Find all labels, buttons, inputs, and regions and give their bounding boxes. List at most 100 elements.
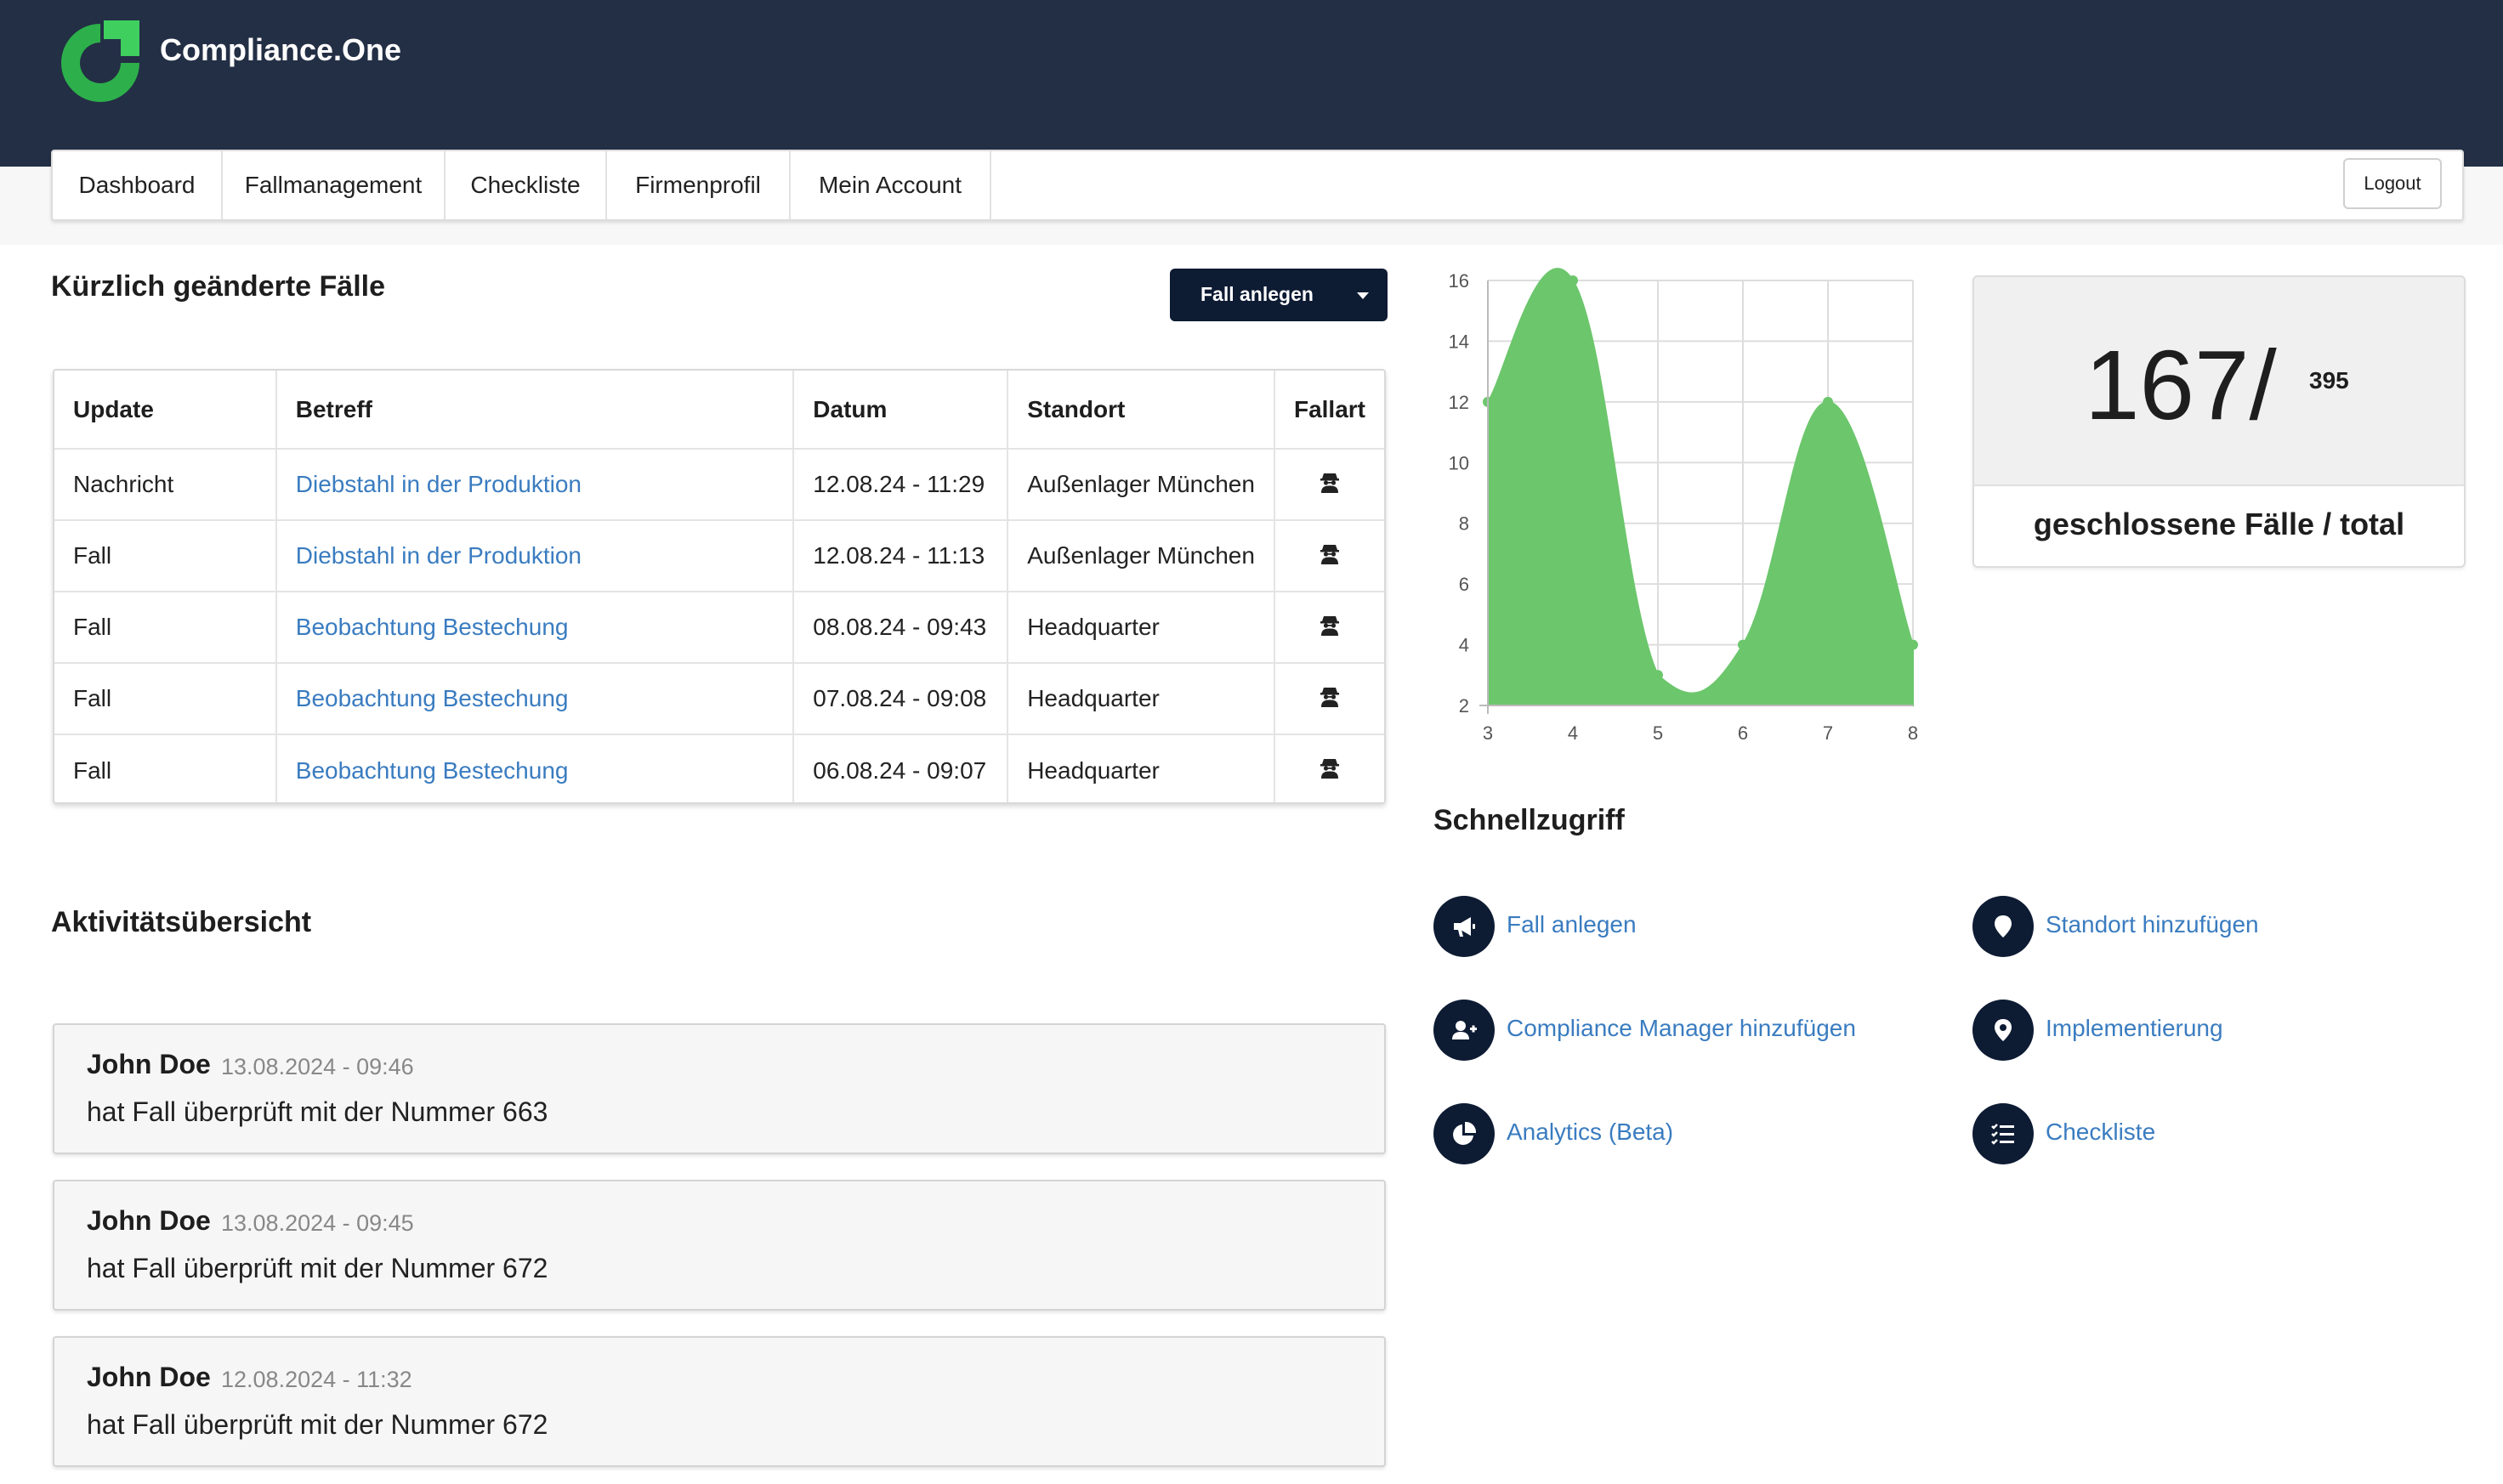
cell-update: Fall: [54, 663, 277, 735]
anonymous-person-icon: [1274, 520, 1384, 592]
cell-date: 07.08.24 - 09:08: [793, 663, 1009, 735]
activity-overview-title: Aktivitätsübersicht: [51, 906, 312, 938]
cell-date: 06.08.24 - 09:07: [793, 734, 1009, 802]
y-tick-label: 2: [1459, 695, 1469, 717]
activity-timestamp: 13.08.2024 - 09:45: [221, 1210, 414, 1236]
megaphone-icon: [1454, 917, 1475, 937]
data-point: [1823, 396, 1833, 407]
quick-add-compliance-manager[interactable]: Compliance Manager hinzufügen: [1433, 1000, 1876, 1061]
create-case-label: Fall anlegen: [1200, 283, 1314, 305]
quick-analytics-label: Analytics (Beta): [1507, 1119, 1674, 1145]
table-header-row: Update Betreff Datum Standort Fallart: [54, 371, 1384, 450]
map-marker-icon: [1995, 915, 2012, 937]
data-point: [1908, 639, 1918, 650]
quick-create-case-label: Fall anlegen: [1507, 911, 1637, 937]
nav-checkliste[interactable]: Checkliste: [446, 151, 607, 219]
case-subject-link[interactable]: Beobachtung Bestechung: [275, 663, 795, 735]
activity-user: John Doe: [87, 1205, 211, 1236]
table-row[interactable]: Fall Beobachtung Bestechung 08.08.24 - 09:…: [54, 592, 1384, 664]
activity-text: hat Fall überprüft mit der Nummer 672: [87, 1253, 548, 1283]
quick-implementation[interactable]: Implementierung: [1972, 1000, 2330, 1061]
anonymous-person-icon: [1274, 449, 1384, 521]
cell-date: 08.08.24 - 09:43: [793, 592, 1009, 664]
quick-add-manager-label: Compliance Manager hinzufügen: [1507, 1015, 1856, 1041]
quick-implementation-circle: [1972, 1000, 2034, 1061]
recent-cases-table: Update Betreff Datum Standort Fallart Na…: [53, 369, 1386, 804]
area-series: [1487, 268, 1914, 706]
column-header-betreff: Betreff: [275, 371, 795, 450]
y-tick-label: 8: [1459, 513, 1469, 535]
cell-location: Headquarter: [1007, 663, 1275, 735]
y-tick-label: 16: [1449, 270, 1469, 292]
x-tick-label: 7: [1823, 722, 1833, 744]
anonymous-person-icon: [1274, 663, 1384, 735]
quick-analytics-circle: [1433, 1103, 1495, 1164]
data-point: [1653, 670, 1663, 681]
closed-cases-caption: geschlossene Fälle / total: [2033, 507, 2405, 541]
nav-firmenprofil[interactable]: Firmenprofil: [607, 151, 791, 219]
table-row[interactable]: Fall Beobachtung Bestechung 06.08.24 - 09:…: [54, 734, 1384, 802]
cell-update: Fall: [54, 734, 277, 802]
user-plus-icon: [1452, 1021, 1477, 1039]
cell-date: 12.08.24 - 11:13: [793, 520, 1009, 592]
compliance-one-logo[interactable]: [51, 15, 146, 110]
x-tick-label: 3: [1483, 722, 1493, 744]
nav-dashboard[interactable]: Dashboard: [53, 151, 223, 219]
table-row[interactable]: Fall Beobachtung Bestechung 07.08.24 - 09:…: [54, 663, 1384, 735]
quick-create-case[interactable]: Fall anlegen: [1433, 896, 1740, 957]
anonymous-person-icon: [1274, 734, 1384, 802]
table-row[interactable]: Fall Diebstahl in der Produktion 12.08.24 …: [54, 520, 1384, 592]
activity-item: John Doe 12.08.2024 - 11:32 hat Fall übe…: [53, 1336, 1386, 1467]
anonymous-person-icon: [1274, 592, 1384, 664]
closed-cases-count: 167/: [2085, 330, 2277, 440]
closed-cases-card: 167/ 395 geschlossene Fälle / total: [1972, 275, 2466, 568]
pie-chart-icon: [1453, 1121, 1477, 1145]
x-tick-label: 5: [1653, 722, 1663, 744]
column-header-datum: Datum: [793, 371, 1009, 450]
y-tick-label: 4: [1459, 635, 1469, 656]
y-tick-label: 10: [1449, 452, 1469, 473]
create-case-dropdown-button[interactable]: Fall anlegen: [1170, 269, 1388, 321]
checklist-icon: [1991, 1124, 2014, 1145]
activity-timestamp: 13.08.2024 - 09:46: [221, 1054, 414, 1079]
data-point: [1568, 275, 1578, 286]
activity-item: John Doe 13.08.2024 - 09:45 hat Fall übe…: [53, 1180, 1386, 1311]
table-row[interactable]: Nachricht Diebstahl in der Produktion 12.0…: [54, 449, 1384, 521]
case-subject-link[interactable]: Diebstahl in der Produktion: [275, 520, 795, 592]
column-header-update: Update: [54, 371, 277, 450]
activity-user: John Doe: [87, 1362, 211, 1392]
case-subject-link[interactable]: Beobachtung Bestechung: [275, 592, 795, 664]
activity-user: John Doe: [87, 1049, 211, 1079]
column-header-fallart: Fallart: [1274, 371, 1384, 450]
activity-item: John Doe 13.08.2024 - 09:46 hat Fall übe…: [53, 1023, 1386, 1154]
case-subject-link[interactable]: Diebstahl in der Produktion: [275, 449, 795, 521]
top-header: Compliance.One: [0, 0, 2503, 167]
quick-checklist[interactable]: Checkliste: [1972, 1103, 2279, 1164]
cell-update: Fall: [54, 520, 277, 592]
cases-area-chart: 2 4 6 8 10 12 14 16 3 4 5 6 7 8: [1449, 268, 1918, 744]
activity-timestamp: 12.08.2024 - 11:32: [221, 1367, 412, 1392]
logout-button[interactable]: Logout: [2343, 158, 2442, 209]
x-tick-label: 4: [1568, 722, 1578, 744]
case-subject-link[interactable]: Beobachtung Bestechung: [275, 734, 795, 802]
nav-mein-account[interactable]: Mein Account: [791, 151, 991, 219]
x-tick-label: 8: [1908, 722, 1918, 744]
quick-add-location[interactable]: Standort hinzufügen: [1972, 896, 2330, 957]
cell-location: Außenlager München: [1007, 449, 1275, 521]
column-header-standort: Standort: [1007, 371, 1275, 450]
brand-name: Compliance.One: [160, 32, 402, 67]
nav-fallmanagement[interactable]: Fallmanagement: [223, 151, 446, 219]
cell-location: Headquarter: [1007, 592, 1275, 664]
cell-location: Headquarter: [1007, 734, 1275, 802]
activity-text: hat Fall überprüft mit der Nummer 672: [87, 1409, 548, 1440]
main-navigation: Dashboard Fallmanagement Checkliste Firm…: [51, 150, 2464, 221]
y-tick-label: 14: [1449, 331, 1469, 352]
cell-date: 12.08.24 - 11:29: [793, 449, 1009, 521]
quick-add-location-label: Standort hinzufügen: [2046, 911, 2259, 937]
cell-update: Fall: [54, 592, 277, 664]
quick-checklist-label: Checkliste: [2046, 1119, 2156, 1145]
cell-location: Außenlager München: [1007, 520, 1275, 592]
quick-analytics[interactable]: Analytics (Beta): [1433, 1103, 1740, 1164]
caret-down-icon: [1357, 292, 1369, 299]
location-pin-icon: [1995, 1019, 2012, 1041]
